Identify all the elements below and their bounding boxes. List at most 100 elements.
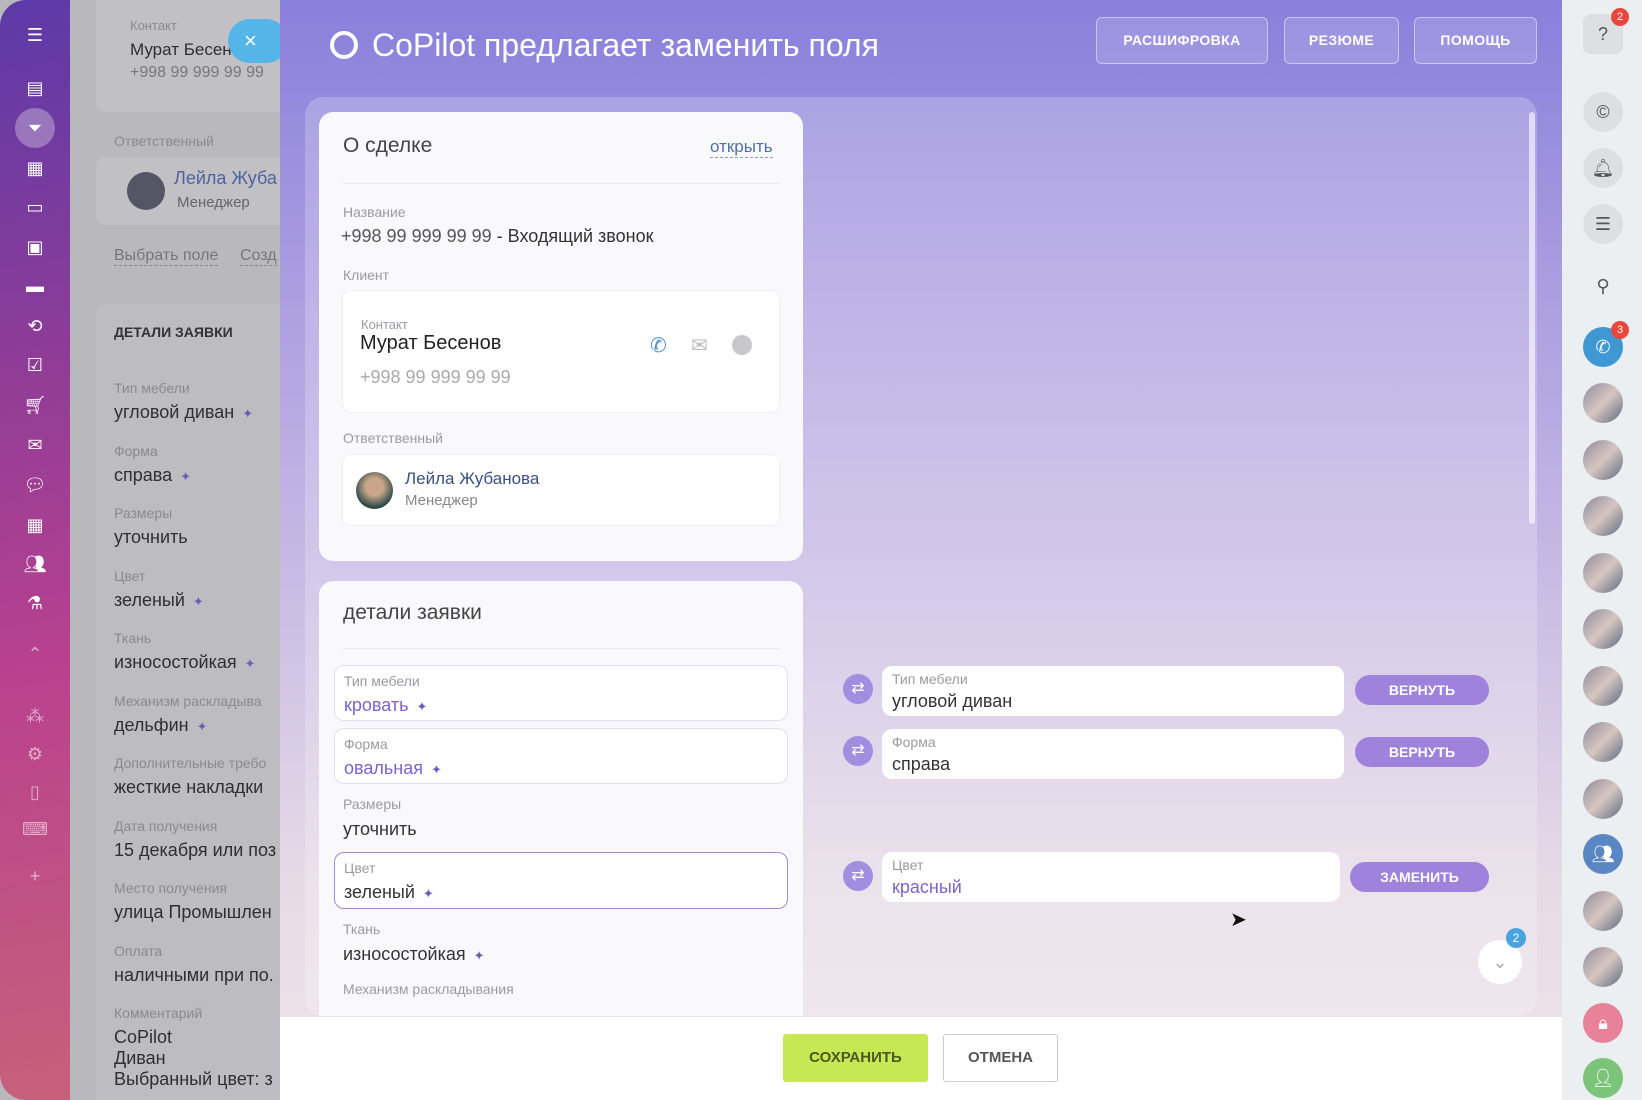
field-label: Размеры (343, 796, 402, 812)
phone-icon[interactable]: ✆ (650, 335, 667, 357)
avatar[interactable] (1583, 891, 1623, 931)
bg-field-value: наличными при по. (114, 965, 274, 985)
scroll-down-button[interactable]: ⌄ 2 (1478, 928, 1526, 984)
contact-card-icon[interactable]: ▣ (26, 237, 44, 257)
open-deal-link[interactable]: открыть (710, 137, 773, 158)
contact-name[interactable]: Мурат Бесенов (360, 332, 502, 354)
phone-icon[interactable]: ✆ 3 (1583, 321, 1629, 367)
responsible-label: Ответственный (343, 430, 443, 446)
create-field-link[interactable]: Созд (240, 247, 277, 266)
avatar[interactable] (1583, 666, 1623, 706)
content-panel: О сделке открыть Название +998 99 999 99… (305, 97, 1537, 1016)
feed-icon[interactable]: ▤ (26, 78, 44, 98)
copilot-slider: CoPilot предлагает заменить поля РАСШИФР… (280, 0, 1562, 1100)
sitemap-icon[interactable]: ⁂ (26, 706, 44, 726)
mail-icon[interactable]: ✉ (27, 435, 43, 455)
transcript-button[interactable]: РАСШИФРОВКА (1096, 17, 1268, 64)
swap-icon[interactable]: ⇄ (843, 861, 873, 891)
swap-icon[interactable]: ⇄ (843, 674, 873, 704)
user-icon[interactable]: 👤︎ (1583, 1058, 1623, 1098)
bg-comment-line: Диван (114, 1048, 166, 1068)
grid-icon[interactable]: ▦ (26, 158, 44, 178)
choose-field-link[interactable]: Выбрать поле (114, 247, 219, 266)
tablet-icon[interactable]: ▯ (30, 782, 40, 802)
bg-responsible-label: Ответственный (114, 133, 214, 149)
close-slider-button[interactable]: × (228, 19, 288, 63)
slider-title: CoPilot предлагает заменить поля (330, 27, 879, 64)
collapse-icon[interactable]: ⌃ (27, 644, 43, 664)
divider (343, 183, 779, 184)
tasks-icon[interactable]: ☑ (26, 355, 44, 375)
field-color[interactable]: Цвет зеленый ✦ (334, 852, 788, 909)
revert-button[interactable]: ВЕРНУТЬ (1355, 737, 1489, 767)
unread-count-badge: 2 (1506, 928, 1526, 948)
chat-icon[interactable]: 💬︎ (23, 475, 47, 495)
slider-title-text: CoPilot предлагает заменить поля (372, 27, 879, 63)
bg-field-label: Размеры (114, 505, 173, 521)
right-sidebar: ? 2 © 🔔︎ ☰ ⚲ ✆ 3 👥︎ 🔒︎ 👤︎ (1562, 0, 1642, 1100)
group-chat-icon[interactable]: 👥︎ (1583, 834, 1623, 874)
help-button[interactable]: ПОМОЩЬ (1414, 17, 1537, 64)
responsible-name[interactable]: Лейла Жубанова (405, 469, 540, 488)
calendar-icon[interactable]: ▦ (26, 515, 44, 535)
chat-list-icon[interactable]: ☰ (1583, 204, 1623, 244)
bg-field-value: дельфин ✦ (114, 715, 208, 735)
help-badge: 2 (1611, 8, 1629, 26)
avatar[interactable] (1583, 609, 1623, 649)
responsible-card: Лейла Жубанова Менеджер (343, 455, 779, 525)
bg-field-label: Цвет (114, 568, 146, 584)
bg-field-value: CoPilot (114, 1027, 173, 1047)
window-icon[interactable]: ▭ (26, 197, 44, 217)
group-icon[interactable]: 👥︎ (23, 554, 47, 574)
cancel-button[interactable]: ОТМЕНА (943, 1034, 1058, 1082)
suggestion-shape: Форма справа (882, 729, 1344, 779)
suggestion-label: Тип мебели (892, 671, 968, 687)
plus-icon[interactable]: + (29, 866, 41, 886)
lab-icon[interactable]: ⚗ (26, 593, 44, 613)
suggestion-value: справа (892, 754, 951, 774)
bell-icon[interactable]: 🔔︎ (1583, 148, 1623, 188)
bg-field-label: Форма (114, 443, 158, 459)
copilot-icon[interactable]: © (1583, 92, 1623, 132)
bg-field-value: зеленый ✦ (114, 590, 204, 610)
swap-icon[interactable]: ⇄ (843, 736, 873, 766)
field-value: кровать ✦ (344, 695, 428, 715)
avatar[interactable] (1583, 553, 1623, 593)
search-icon[interactable]: ⚲ (1596, 276, 1610, 296)
help-icon[interactable]: ? 2 (1583, 8, 1629, 54)
lock-icon[interactable]: 🔒︎ (1583, 1003, 1623, 1043)
avatar[interactable] (1583, 383, 1623, 423)
summary-button[interactable]: РЕЗЮМЕ (1284, 17, 1399, 64)
revert-button[interactable]: ВЕРНУТЬ (1355, 675, 1489, 705)
sync-icon[interactable]: ⟲ (27, 316, 43, 336)
settings-icon[interactable]: ⚙ (26, 744, 44, 764)
avatar[interactable] (1583, 947, 1623, 987)
cart-icon[interactable]: 🛒︎ (23, 395, 47, 415)
save-button[interactable]: СОХРАНИТЬ (783, 1034, 928, 1082)
inbox-icon[interactable]: ▬ (26, 276, 44, 296)
funnel-icon[interactable]: ⏷ (15, 108, 55, 148)
scrollbar[interactable] (1529, 112, 1535, 524)
field-value[interactable]: износостойкая ✦ (343, 944, 485, 964)
bg-contact-phone: +998 99 999 99 99 (130, 64, 264, 81)
field-furniture-type[interactable]: Тип мебели кровать ✦ (334, 665, 788, 721)
ai-sparkle-icon: ✦ (430, 762, 442, 777)
chat-icon[interactable] (732, 335, 752, 355)
avatar[interactable] (1583, 779, 1623, 819)
bg-field-value: 15 декабря или поз (114, 840, 277, 860)
avatar[interactable] (1583, 722, 1623, 762)
ai-sparkle-icon: ✦ (192, 594, 204, 609)
field-value[interactable]: уточнить (343, 819, 417, 839)
bg-field-value: износостойкая ✦ (114, 652, 256, 672)
bg-responsible-name[interactable]: Лейла Жуба (174, 168, 277, 188)
bg-comment-line: Выбранный цвет: з (114, 1069, 273, 1089)
avatar[interactable] (1583, 440, 1623, 480)
suggestion-color: Цвет красный (882, 852, 1340, 902)
avatar (127, 172, 165, 210)
mail-icon[interactable]: ✉ (691, 335, 708, 357)
avatar[interactable] (1583, 496, 1623, 536)
replace-button[interactable]: ЗАМЕНИТЬ (1350, 862, 1489, 892)
laptop-icon[interactable]: ⌨ (22, 819, 48, 839)
menu-icon[interactable]: ☰ (26, 25, 44, 45)
field-shape[interactable]: Форма овальная ✦ (334, 728, 788, 784)
